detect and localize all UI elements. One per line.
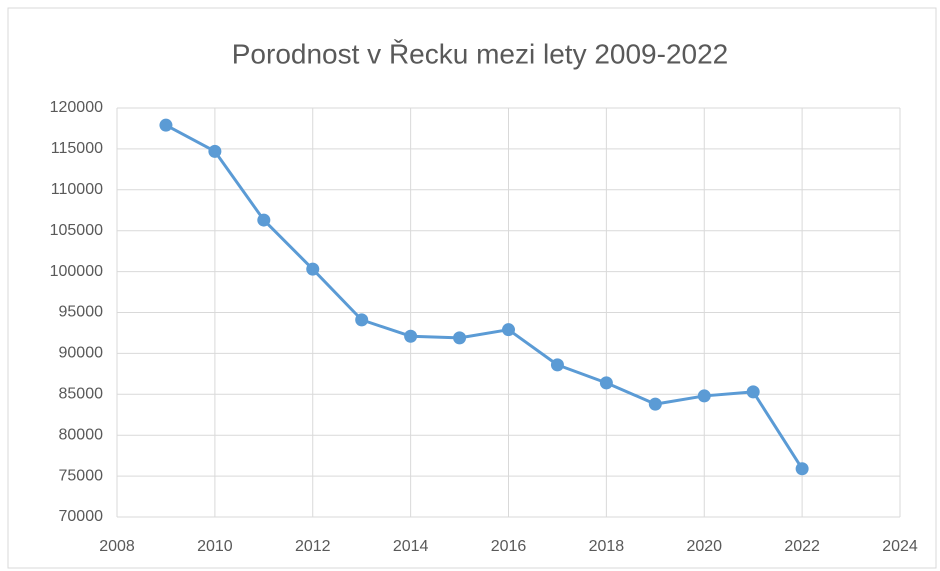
data-point bbox=[550, 358, 564, 372]
x-tick-label: 2010 bbox=[197, 538, 233, 555]
x-tick-label: 2018 bbox=[589, 538, 625, 555]
data-point bbox=[502, 323, 515, 337]
chart-frame bbox=[7, 7, 937, 569]
data-point bbox=[306, 262, 320, 276]
y-tick-label: 120000 bbox=[50, 99, 103, 116]
x-tick-label: 2014 bbox=[393, 538, 429, 555]
x-tick-label: 2022 bbox=[784, 538, 820, 555]
data-point bbox=[355, 313, 369, 327]
chart-title: Porodnost v Řecku mezi lety 2009-2022 bbox=[232, 38, 729, 69]
y-tick-label: 70000 bbox=[59, 508, 104, 525]
data-point bbox=[159, 118, 173, 132]
data-point bbox=[697, 389, 711, 403]
y-tick-label: 80000 bbox=[59, 426, 104, 443]
y-tick-label: 110000 bbox=[51, 181, 103, 198]
y-tick-label: 90000 bbox=[59, 345, 104, 362]
x-tick-label: 2012 bbox=[295, 538, 331, 555]
data-point bbox=[208, 144, 222, 158]
x-tick-label: 2008 bbox=[99, 538, 135, 555]
x-tick-label: 2020 bbox=[686, 538, 722, 555]
y-tick-label: 105000 bbox=[50, 222, 103, 239]
y-tick-label: 115000 bbox=[51, 140, 103, 157]
y-tick-label: 100000 bbox=[50, 263, 103, 280]
y-tick-label: 85000 bbox=[59, 386, 104, 403]
y-tick-label: 95000 bbox=[59, 304, 104, 321]
data-point bbox=[795, 462, 809, 476]
data-line bbox=[165, 123, 804, 470]
data-point bbox=[404, 329, 418, 343]
data-point bbox=[648, 397, 662, 411]
data-point bbox=[453, 331, 467, 345]
x-tick-label: 2024 bbox=[882, 538, 918, 555]
data-point bbox=[746, 385, 760, 399]
data-point bbox=[599, 376, 613, 390]
y-tick-label: 75000 bbox=[59, 467, 104, 484]
data-point bbox=[257, 213, 271, 227]
x-tick-label: 2016 bbox=[491, 538, 527, 555]
